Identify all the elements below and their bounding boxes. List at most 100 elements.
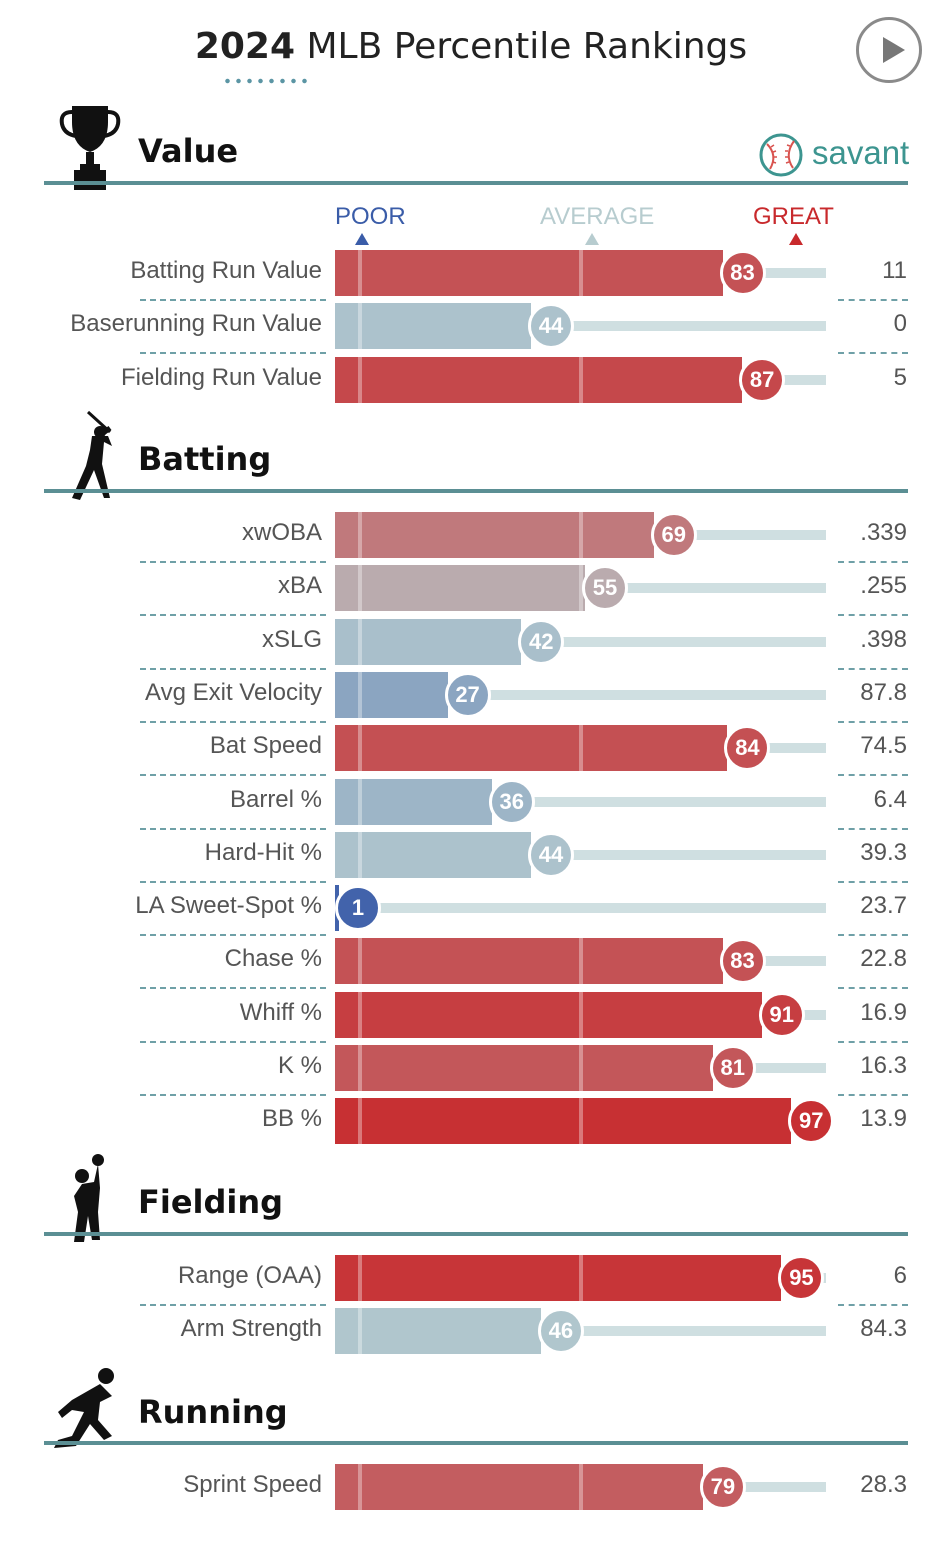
percentile-marker-xwoba[interactable]: 69 bbox=[650, 512, 697, 558]
percentile-marker-bat-speed[interactable]: 84 bbox=[724, 725, 771, 772]
row-separator bbox=[140, 934, 326, 937]
reference-line bbox=[357, 831, 362, 878]
bar-fielding-run-value bbox=[335, 356, 743, 403]
metric-value: 87.8 bbox=[860, 678, 907, 706]
percentile-marker-bb[interactable]: 97 bbox=[788, 1098, 835, 1145]
row-separator bbox=[140, 352, 326, 355]
metric-label: xBA bbox=[277, 572, 322, 600]
reference-line bbox=[578, 1255, 583, 1301]
percentile-marker-hard-hit[interactable]: 44 bbox=[528, 831, 575, 878]
percentile-marker-fielding-run-value[interactable]: 87 bbox=[739, 356, 786, 403]
metric-label: Chase % bbox=[224, 945, 322, 973]
metric-value: 23.7 bbox=[860, 892, 907, 920]
bar-track bbox=[335, 796, 826, 807]
reference-line bbox=[357, 778, 362, 825]
percentile-marker-baserunning-run-value[interactable]: 44 bbox=[528, 303, 575, 350]
metric-value: 39.3 bbox=[860, 838, 907, 866]
row-separator bbox=[140, 827, 326, 830]
percentile-marker-k[interactable]: 81 bbox=[709, 1045, 756, 1091]
metric-label: Batting Run Value bbox=[130, 257, 322, 284]
metric-label: Range (OAA) bbox=[177, 1262, 322, 1289]
reference-line bbox=[357, 565, 362, 612]
title-dots bbox=[222, 78, 308, 84]
scale-average-label: AVERAGE bbox=[540, 203, 655, 230]
fielder-icon bbox=[74, 1154, 104, 1242]
metric-label: Arm Strength bbox=[180, 1315, 322, 1343]
reference-line bbox=[578, 356, 583, 403]
bar-bb bbox=[335, 1098, 792, 1145]
row-separator bbox=[140, 774, 326, 777]
metric-value: .255 bbox=[860, 572, 907, 600]
metric-value: .398 bbox=[860, 625, 907, 653]
row-separator bbox=[140, 667, 326, 670]
row-separator bbox=[838, 827, 908, 830]
bar-track bbox=[335, 689, 826, 700]
metric-label: LA Sweet-Spot % bbox=[135, 892, 322, 920]
row-separator bbox=[838, 299, 908, 301]
section-divider bbox=[44, 1232, 908, 1236]
row-separator bbox=[838, 720, 908, 723]
average-marker-icon bbox=[585, 233, 599, 245]
metric-label: K % bbox=[277, 1052, 322, 1079]
reference-line bbox=[357, 938, 362, 985]
percentile-marker-range-oaa[interactable]: 95 bbox=[778, 1255, 825, 1301]
percentile-marker-xba[interactable]: 55 bbox=[582, 565, 629, 612]
metric-label: Sprint Speed bbox=[183, 1471, 322, 1498]
metric-value: 84.3 bbox=[860, 1315, 907, 1343]
metric-value: 22.8 bbox=[860, 945, 907, 973]
bar-bat-speed bbox=[335, 725, 728, 772]
percentile-marker-chase[interactable]: 83 bbox=[719, 938, 766, 985]
trophy-icon bbox=[59, 106, 121, 190]
metric-value: 28.3 bbox=[860, 1471, 907, 1498]
row-separator bbox=[838, 561, 908, 563]
row-separator bbox=[838, 987, 908, 990]
bar-track bbox=[335, 636, 826, 647]
page-title: 2024 MLB Percentile Rankings bbox=[0, 26, 942, 67]
metric-value: 6.4 bbox=[873, 785, 907, 813]
percentile-marker-sprint-speed[interactable]: 79 bbox=[699, 1464, 746, 1510]
section-divider bbox=[44, 489, 908, 493]
metric-value: 74.5 bbox=[860, 732, 907, 760]
section-title-batting: Batting bbox=[138, 440, 272, 478]
percentile-marker-batting-run-value[interactable]: 83 bbox=[719, 250, 766, 296]
scale-great-label: GREAT bbox=[753, 203, 834, 230]
reference-line bbox=[357, 1098, 362, 1145]
poor-marker-icon bbox=[355, 233, 369, 245]
reference-line bbox=[357, 1464, 362, 1510]
great-marker-icon bbox=[789, 233, 803, 245]
bar-sprint-speed bbox=[335, 1464, 703, 1510]
row-separator bbox=[838, 614, 908, 617]
batter-icon bbox=[72, 410, 112, 500]
metric-label: Avg Exit Velocity bbox=[145, 678, 322, 706]
reference-line bbox=[578, 938, 583, 985]
percentile-marker-arm-strength[interactable]: 46 bbox=[537, 1308, 584, 1355]
play-button[interactable] bbox=[856, 17, 922, 83]
percentile-marker-la-sweet-spot[interactable]: 1 bbox=[335, 885, 381, 932]
bar-track bbox=[335, 903, 826, 914]
metric-value: 16.3 bbox=[860, 1052, 907, 1079]
metric-label: xwOBA bbox=[241, 519, 322, 546]
reference-line bbox=[357, 1255, 362, 1301]
percentile-marker-avg-exit-velocity[interactable]: 27 bbox=[444, 671, 491, 718]
bar-barrel bbox=[335, 778, 492, 825]
reference-line bbox=[357, 618, 362, 665]
reference-line bbox=[357, 303, 362, 350]
bar-track bbox=[335, 849, 826, 860]
row-separator bbox=[140, 720, 326, 723]
section-divider bbox=[44, 1441, 908, 1445]
percentile-marker-barrel[interactable]: 36 bbox=[488, 778, 535, 825]
percentile-marker-whiff[interactable]: 91 bbox=[758, 991, 805, 1038]
percentile-marker-xslg[interactable]: 42 bbox=[518, 618, 565, 665]
bar-hard-hit bbox=[335, 831, 532, 878]
reference-line bbox=[357, 512, 362, 558]
bar-k bbox=[335, 1045, 713, 1091]
metric-value: 16.9 bbox=[860, 998, 907, 1026]
runner-icon bbox=[54, 1368, 114, 1448]
title-text: MLB Percentile Rankings bbox=[306, 26, 748, 67]
metric-label: Hard-Hit % bbox=[204, 838, 322, 866]
row-separator bbox=[140, 1094, 326, 1096]
section-divider bbox=[44, 181, 908, 185]
metric-value: .339 bbox=[860, 519, 907, 546]
section-title-running: Running bbox=[138, 1393, 288, 1431]
bar-xslg bbox=[335, 618, 522, 665]
